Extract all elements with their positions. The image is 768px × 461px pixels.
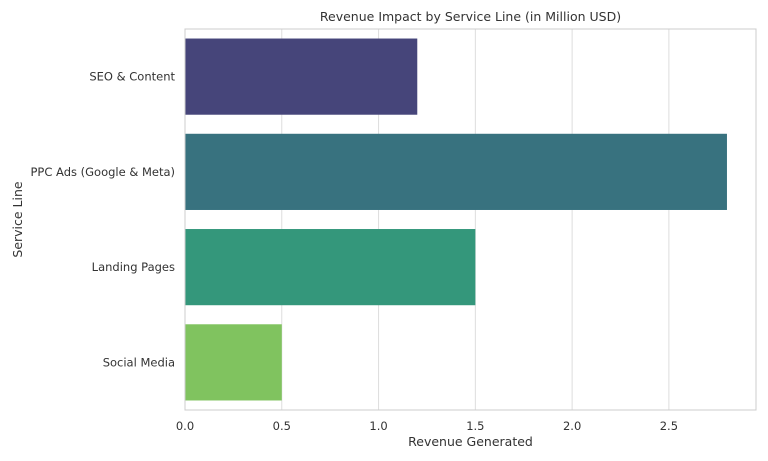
y-axis-label: Service Line: [10, 181, 25, 258]
x-tick-label: 1.0: [369, 419, 387, 433]
plot-frame: [184, 28, 757, 411]
bar: [185, 133, 727, 210]
bar: [185, 229, 476, 306]
y-tick-label: PPC Ads (Google & Meta): [30, 165, 175, 179]
x-tick-label: 0.0: [176, 419, 194, 433]
y-tick-label: SEO & Content: [89, 70, 175, 84]
bar: [185, 38, 418, 115]
x-ticks: 0.0 0.5 1.0 1.5 2.0 2.5: [176, 419, 678, 433]
bar: [185, 324, 282, 401]
y-ticks: SEO & Content PPC Ads (Google & Meta) Land…: [30, 70, 175, 370]
bars: [185, 38, 727, 401]
y-tick-label: Social Media: [103, 355, 175, 369]
x-tick-label: 2.5: [660, 419, 678, 433]
x-tick-label: 1.5: [466, 419, 484, 433]
x-tick-label: 0.5: [273, 419, 291, 433]
y-tick-label: Landing Pages: [92, 260, 175, 274]
x-axis-label: Revenue Generated: [408, 434, 533, 449]
x-tick-label: 2.0: [563, 419, 581, 433]
chart-title: Revenue Impact by Service Line (in Milli…: [320, 9, 621, 24]
